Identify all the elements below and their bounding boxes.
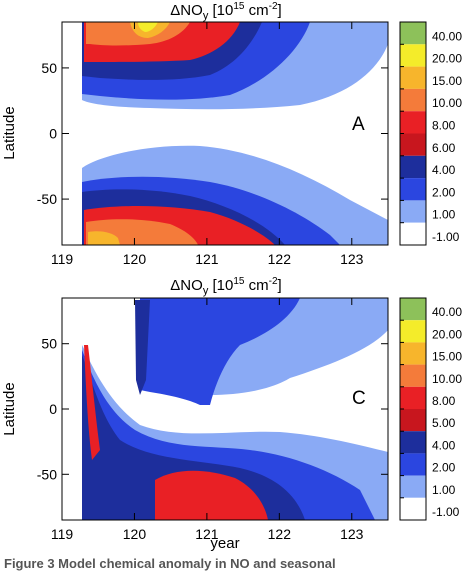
- panel-c-label: C: [352, 388, 366, 409]
- panel-a-y-ticks: 50 0 -50: [37, 60, 388, 207]
- panel-a-xtick-label-2: 121: [195, 251, 219, 267]
- panel-a-colorbar-label-0: 40.00: [432, 29, 462, 43]
- panel-a-colorbar-swatch-3: [400, 88, 426, 112]
- contour-a-yellow-north: [138, 22, 158, 32]
- contour-c-blue-north: [140, 298, 300, 405]
- panel-c-colorbar-frame: [399, 297, 427, 521]
- panel-c-colorbar-swatch-9: [400, 497, 426, 520]
- panel-c-colorbar-swatch-7: [400, 453, 426, 476]
- panel-c-xtick-label-2: 121: [195, 526, 219, 542]
- panel-a-colorbar-label-9: -1.00: [432, 230, 460, 244]
- panel-a-colorbar-label-7: 2.00: [432, 185, 456, 199]
- panel-c-colorbar-label-4: 8.00: [432, 394, 456, 408]
- panel-a-colorbar-label-1: 20.00: [432, 52, 462, 66]
- panel-c-colorbar-swatch-6: [400, 431, 426, 454]
- contour-c-red-west: [84, 345, 100, 460]
- contour-c-darkblue-south: [82, 355, 305, 520]
- panel-c-colorbar-label-5: 5.00: [432, 416, 456, 430]
- panel-a-contours: [82, 22, 388, 245]
- panel-a-colorbar-label-8: 1.00: [432, 208, 456, 222]
- panel-a-colorbar-swatch-8: [400, 200, 426, 223]
- panel-c-colorbar-label-7: 2.00: [432, 461, 456, 475]
- panel-c-xtick-label-4: 123: [340, 526, 364, 542]
- panel-a-colorbar-swatch-1: [400, 44, 426, 67]
- panel-c-ytick-label-1: 0: [49, 401, 57, 417]
- panel-a-colorbar-swatch-2: [400, 66, 426, 89]
- panel-c-x-ticks: 119 120 121 122 123: [51, 298, 364, 542]
- panel-c-colorbar-swatch-1: [400, 320, 426, 343]
- panel-c-colorbar-swatch-0: [400, 298, 426, 321]
- contour-c-lightblue-north: [140, 298, 388, 395]
- panel-c-colorbar: 40.00 20.00 15.00 10.00 8.00 5.00 4.00 2.00 1.00…: [399, 297, 462, 521]
- panel-c-ylabel: Latitude: [1, 382, 18, 435]
- panel-a-colorbar-swatch-7: [400, 178, 426, 201]
- panel-a-ytick-label-1: 0: [49, 126, 57, 142]
- panel-a-colorbar-frame: [399, 21, 427, 246]
- panel-a-ytick-label-0: 50: [41, 60, 57, 76]
- panel-c-xtick-label-0: 119: [51, 526, 74, 542]
- panel-c-title: ΔNOy [1015 cm-2]: [170, 276, 281, 297]
- panel-c-colorbar-swatch-5: [400, 409, 426, 432]
- panel-a-colorbar-label-6: 4.00: [432, 163, 456, 177]
- panel-a-colorbar-label-3: 10.00: [432, 96, 462, 110]
- panel-a-colorbar-swatch-5: [400, 133, 426, 156]
- panel-c-xtick-label-1: 120: [123, 526, 147, 542]
- panel-c-xtick-label-3: 122: [268, 526, 292, 542]
- contour-c-darkblue-spike: [135, 300, 150, 395]
- panel-c-colorbar-swatch-8: [400, 475, 426, 498]
- panel-a-colorbar: 40.00 20.00 15.00 10.00 8.00 6.00 4.00 2.00 1.00…: [399, 21, 462, 246]
- panel-a-colorbar-swatch-4: [400, 111, 426, 134]
- contour-c-red-south: [155, 470, 268, 520]
- panel-a-label: A: [352, 114, 365, 135]
- panel-c-ytick-label-0: 50: [41, 336, 57, 352]
- panel-c-y-ticks: 50 0 -50: [37, 336, 388, 482]
- panel-c-colorbar-swatch-3: [400, 364, 426, 387]
- panel-c-colorbar-label-1: 20.00: [432, 327, 462, 341]
- panel-c-colorbar-label-9: -1.00: [432, 505, 460, 519]
- panel-a-colorbar-label-2: 15.00: [432, 74, 462, 88]
- panel-a-xtick-label-3: 122: [268, 251, 292, 267]
- contour-a-lightorange-south: [88, 231, 120, 245]
- panel-a-colorbar-label-5: 6.00: [432, 141, 456, 155]
- panel-a-colorbar-label-4: 8.00: [432, 119, 456, 133]
- panel-a-xtick-label-1: 120: [123, 251, 147, 267]
- panel-a-colorbar-swatch-0: [400, 22, 426, 45]
- panel-a-x-ticks: 119 120 121 122 123: [51, 22, 364, 267]
- panel-c-ytick-label-2: -50: [37, 466, 57, 482]
- panel-a-title: ΔNOy [1015 cm-2]: [170, 1, 281, 22]
- panel-c-colorbar-label-2: 15.00: [432, 350, 462, 364]
- panel-a-colorbar-swatch-9: [400, 222, 426, 245]
- panel-c: ΔNOy [1015 cm-2] 119 120 121 122 123 500-50 …: [1, 276, 462, 552]
- panel-c-colorbar-label-0: 40.00: [432, 305, 462, 319]
- panel-c-colorbar-label-3: 10.00: [432, 372, 462, 386]
- panel-a: ΔNOy [1015 cm-2] 119 120 121 122 123 50: [1, 1, 462, 267]
- panel-c-colorbar-label-8: 1.00: [432, 483, 456, 497]
- figure-caption: Figure 3 Model chemical anomaly in NO an…: [4, 556, 336, 571]
- panel-c-xlabel: year: [210, 535, 239, 552]
- panel-a-xtick-label-0: 119: [51, 251, 74, 267]
- panel-c-colorbar-swatch-2: [400, 342, 426, 365]
- panel-a-ytick-label-2: -50: [37, 191, 57, 207]
- panel-a-colorbar-swatch-6: [400, 155, 426, 179]
- panel-c-colorbar-label-6: 4.00: [432, 438, 456, 452]
- panel-a-ylabel: Latitude: [1, 106, 18, 159]
- panel-c-contours: [82, 298, 388, 520]
- panel-c-colorbar-swatch-4: [400, 386, 426, 409]
- panel-a-xtick-label-4: 123: [340, 251, 364, 267]
